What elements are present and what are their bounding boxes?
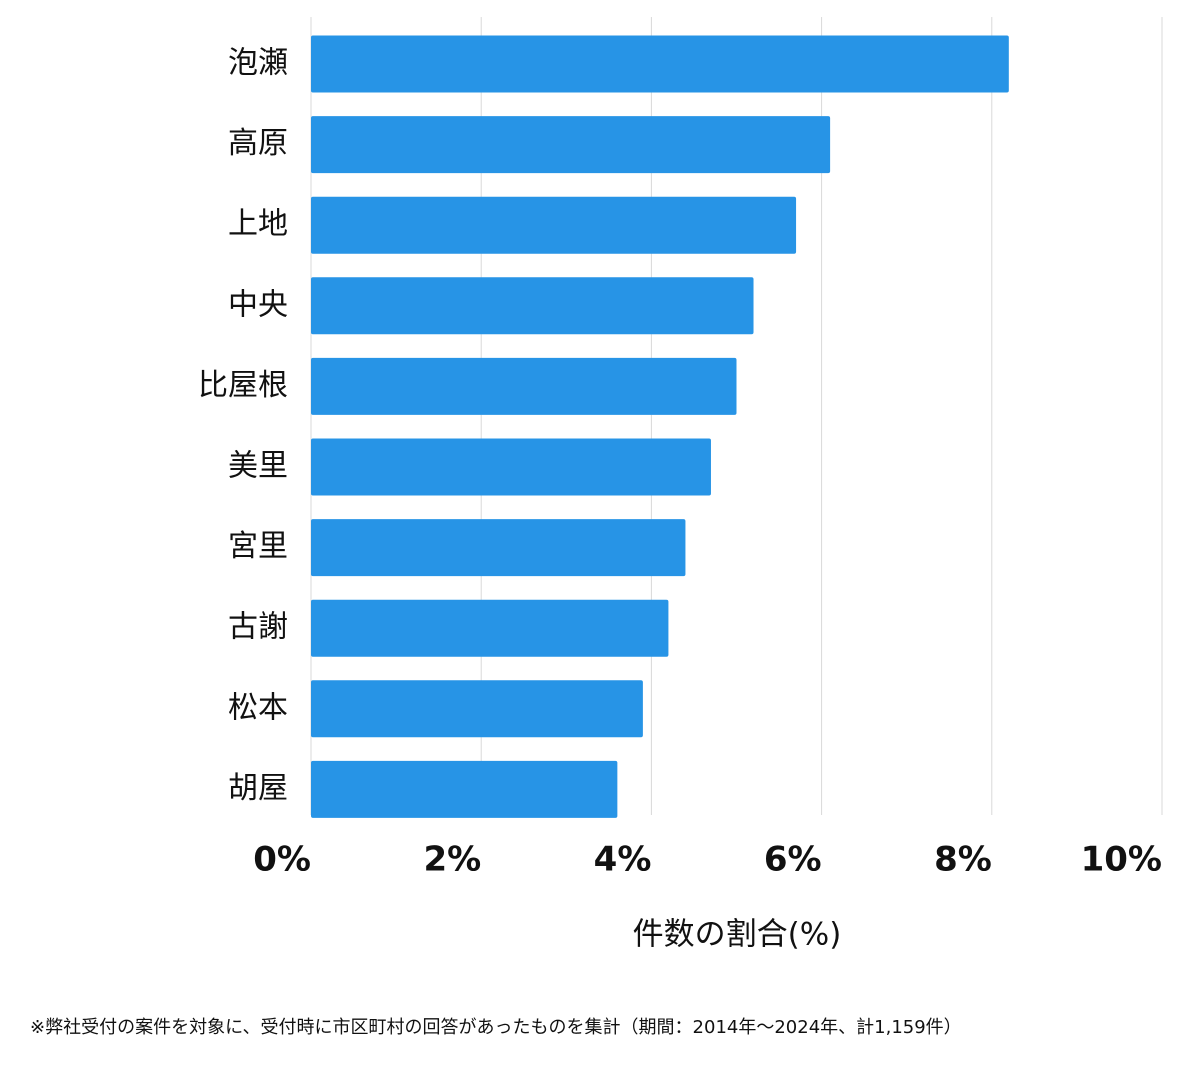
bar xyxy=(311,760,618,818)
y-tick-label: 高原 xyxy=(228,126,288,161)
x-tick-label: 0% xyxy=(253,840,311,880)
bar xyxy=(311,196,797,254)
bar xyxy=(311,680,643,738)
bar xyxy=(311,277,754,335)
x-tick-label: 2% xyxy=(423,840,481,880)
y-tick-label: 中央 xyxy=(228,287,288,322)
y-tick-label: 上地 xyxy=(228,207,288,242)
y-tick-label: 比屋根 xyxy=(198,368,288,403)
bar xyxy=(311,35,1009,93)
bar xyxy=(311,357,737,415)
bar xyxy=(311,599,669,657)
y-tick-label: 美里 xyxy=(228,449,288,484)
y-tick-label: 宮里 xyxy=(228,529,288,564)
bar xyxy=(311,438,711,496)
x-tick-label: 6% xyxy=(764,840,822,880)
x-axis-label: 件数の割合(%) xyxy=(633,917,842,953)
x-tick-label: 4% xyxy=(594,840,652,880)
bar xyxy=(311,116,831,174)
x-tick-label: 8% xyxy=(934,840,992,880)
y-tick-label: 泡瀬 xyxy=(228,46,288,81)
y-tick-label: 胡屋 xyxy=(228,771,288,806)
x-tick-label: 10% xyxy=(1081,840,1162,880)
bar xyxy=(311,519,686,577)
footnote: ※弊社受付の案件を対象に、受付時に市区町村の回答があったものを集計（期間：201… xyxy=(30,1017,962,1038)
y-tick-label: 古謝 xyxy=(228,610,288,645)
y-tick-label: 松本 xyxy=(228,690,288,725)
